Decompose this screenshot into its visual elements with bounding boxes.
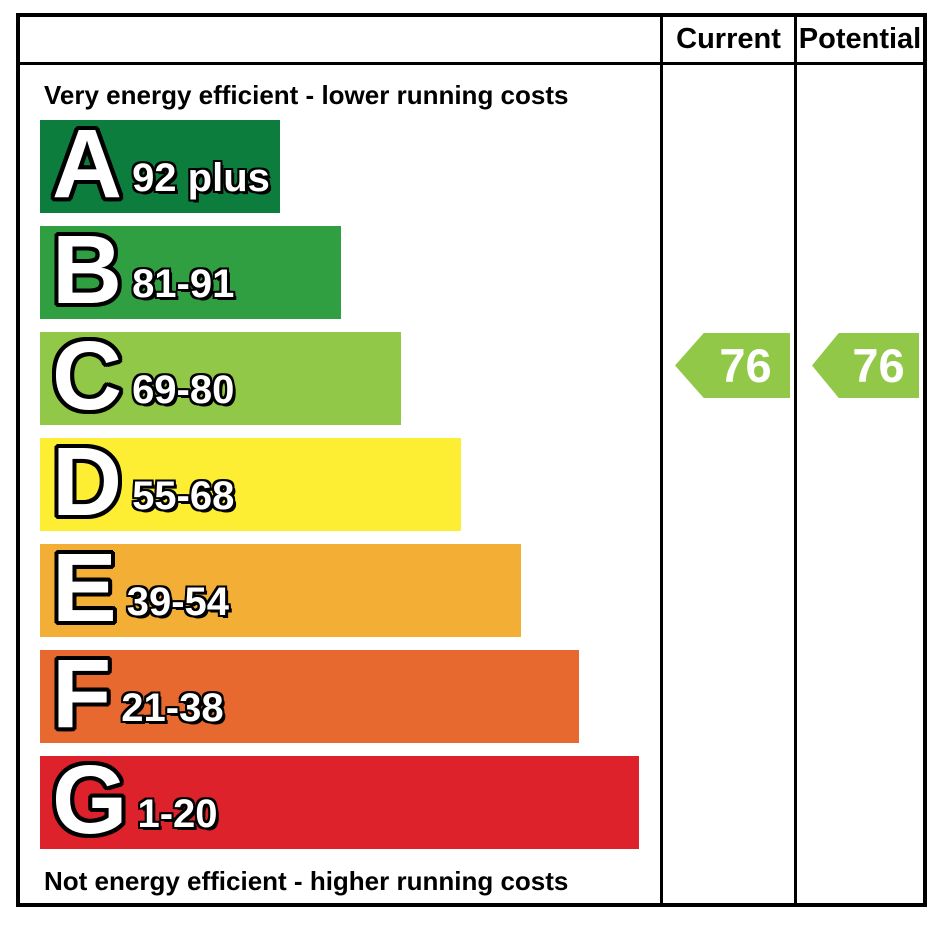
band-letter-f: F [52,639,112,748]
band-range-a: 92 plus [132,156,270,200]
epc-rating-table: Current Potential Very energy efficient … [20,17,923,903]
header-potential-label: Potential [798,23,922,55]
band-letter-g: G [52,745,128,854]
band-row-e: E 39-54 [40,533,521,642]
caption-bottom: Not energy efficient - higher running co… [44,866,569,896]
band-letter-d: D [52,427,123,536]
current-rating-arrow: 76 [675,333,790,398]
band-range-g: 1-20 [137,792,218,836]
band-range-e: 39-54 [126,580,230,624]
header-current-label: Current [676,23,781,55]
band-range-b: 81-91 [132,262,235,306]
band-row-g: G 1-20 [40,745,639,854]
band-letter-e: E [52,533,117,642]
band-letter-a: A [52,109,123,218]
band-range-f: 21-38 [121,686,224,730]
header-spacer-cell [20,17,660,65]
band-row-a: A 92 plus [40,109,280,218]
header-current: Current [660,17,794,65]
header-potential: Potential [794,17,923,65]
current-rating-cell: 76 [660,65,794,903]
bands-container: A 92 plus B 81-91 C 69-80 D 55-68 E 39 [40,109,660,854]
band-letter-b: B [52,215,123,324]
potential-rating-arrow: 76 [812,333,919,398]
caption-top: Very energy efficient - lower running co… [44,80,569,110]
potential-rating-value: 76 [852,339,905,392]
epc-rating-chart: Current Potential Very energy efficient … [16,13,927,907]
band-row-b: B 81-91 [40,215,341,324]
rating-scale-area: Very energy efficient - lower running co… [20,65,660,903]
band-range-c: 69-80 [132,368,235,412]
band-letter-c: C [52,321,123,430]
band-row-c: C 69-80 [40,321,401,430]
current-rating-value: 76 [719,339,772,392]
band-row-d: D 55-68 [40,427,461,536]
band-row-f: F 21-38 [40,639,579,748]
potential-rating-cell: 76 [794,65,923,903]
band-range-d: 55-68 [132,474,235,518]
